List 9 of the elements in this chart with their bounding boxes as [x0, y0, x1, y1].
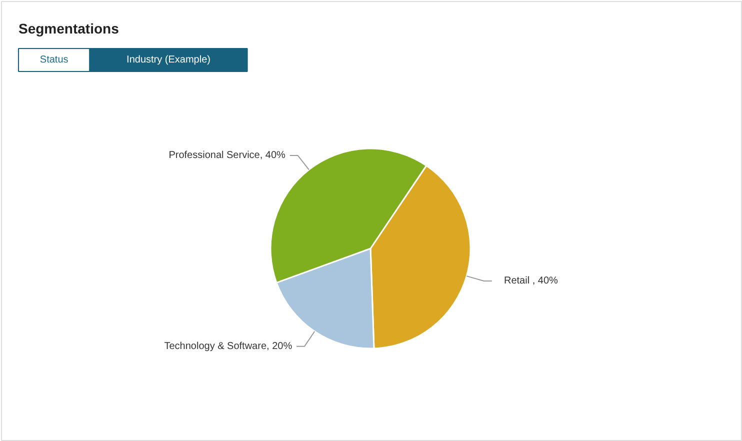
data-label: , 40%: [260, 150, 286, 162]
slice-label: Retail: [504, 276, 530, 287]
text: Industry (Example): [126, 54, 210, 66]
data-label: , 20%: [266, 340, 292, 352]
slice-label: Professional Service: [168, 150, 260, 162]
text: Status: [40, 54, 68, 66]
chart-title: Segmentations: [18, 20, 120, 36]
slice-label: Technology & Software: [164, 340, 267, 352]
data-label: , 40%: [532, 276, 558, 287]
